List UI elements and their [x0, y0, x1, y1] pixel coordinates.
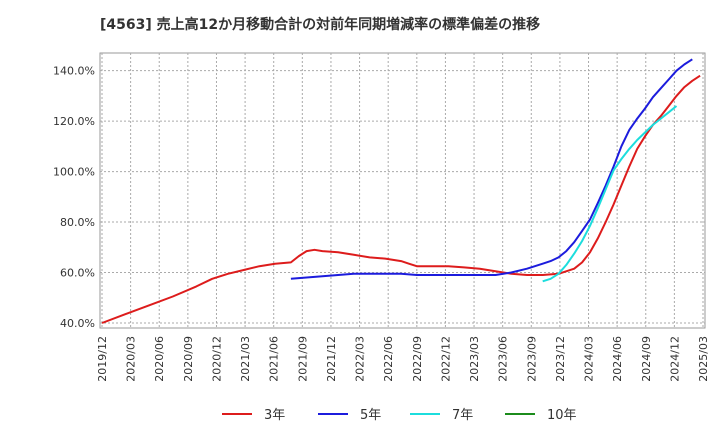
- x-tick-label: 2021/09: [296, 336, 309, 382]
- legend: 3年 5年 7年 10年: [222, 408, 577, 423]
- x-tick-label: 2025/03: [697, 336, 710, 382]
- x-tick-label: 2024/03: [583, 336, 596, 382]
- legend-label: 7年: [452, 408, 473, 423]
- x-tick-label: 2023/03: [468, 336, 481, 382]
- series-line-3年: [101, 74, 701, 324]
- x-tick-label: 2024/06: [611, 336, 624, 382]
- series-layer: [101, 58, 701, 324]
- x-tick-label: 2021/03: [239, 336, 252, 382]
- y-tick-label: 120.0%: [53, 115, 95, 128]
- x-tick-label: 2020/06: [153, 336, 166, 382]
- x-tick-label: 2023/09: [525, 336, 538, 382]
- x-tick-label: 2019/12: [96, 336, 109, 382]
- x-tick-label: 2024/12: [668, 336, 681, 382]
- x-tick-label: 2023/06: [497, 336, 510, 382]
- x-tick-label: 2021/12: [325, 336, 338, 382]
- x-tick-label: 2020/12: [210, 336, 223, 382]
- x-axis-ticks: 2019/12 2020/03 2020/06 2020/09 2020/12 2021/…: [96, 336, 710, 382]
- legend-label: 10年: [547, 408, 577, 423]
- x-tick-label: 2022/06: [382, 336, 395, 382]
- y-tick-label: 100.0%: [53, 166, 95, 179]
- grid-lines: [100, 53, 705, 328]
- legend-label: 5年: [360, 408, 381, 423]
- x-tick-label: 2020/03: [125, 336, 138, 382]
- x-tick-label: 2022/12: [439, 336, 452, 382]
- x-tick-label: 2023/12: [554, 336, 567, 382]
- x-tick-label: 2020/09: [182, 336, 195, 382]
- y-tick-label: 140.0%: [53, 65, 95, 78]
- y-tick-label: 80.0%: [60, 216, 95, 229]
- legend-label: 3年: [264, 408, 285, 423]
- y-tick-label: 40.0%: [60, 317, 95, 330]
- x-tick-label: 2022/09: [411, 336, 424, 382]
- series-line-7年: [542, 105, 678, 283]
- chart-title: [4563] 売上高12か月移動合計の対前年同期増減率の標準偏差の推移: [100, 16, 540, 33]
- x-tick-label: 2022/03: [354, 336, 367, 382]
- x-tick-label: 2024/09: [640, 336, 653, 382]
- series-line-5年: [290, 58, 693, 280]
- y-tick-label: 60.0%: [60, 266, 95, 279]
- plot-area: [99, 52, 706, 329]
- y-axis-ticks: 40.0% 60.0% 80.0% 100.0% 120.0% 140.0%: [53, 65, 95, 330]
- x-tick-label: 2021/06: [268, 336, 281, 382]
